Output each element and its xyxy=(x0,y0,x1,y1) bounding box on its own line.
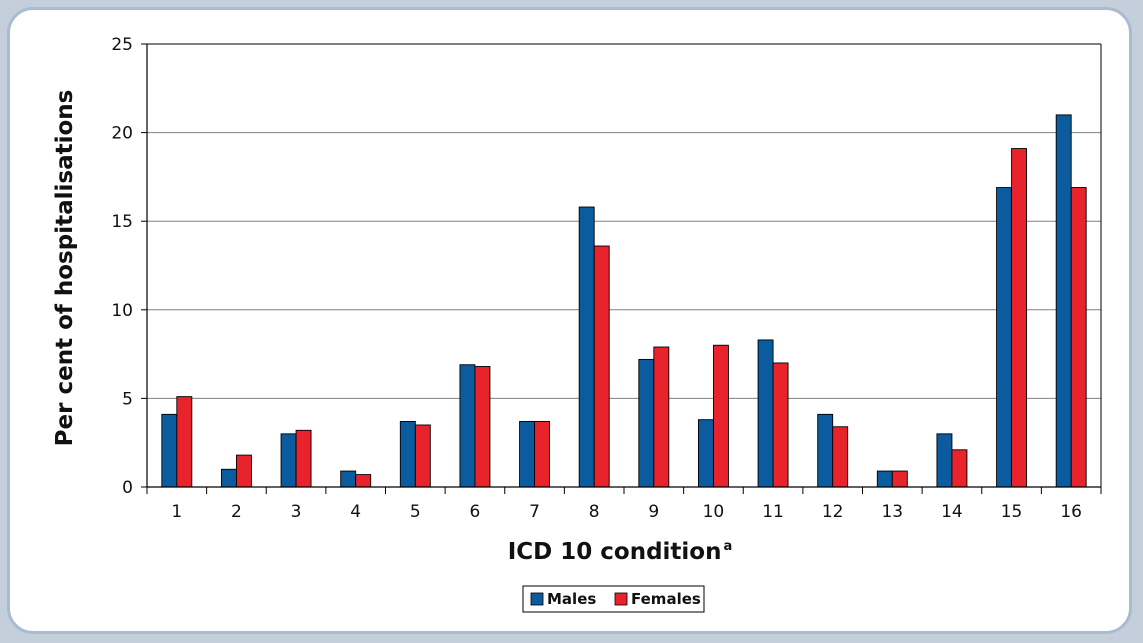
bar-females-9 xyxy=(653,346,670,488)
bar-females-13 xyxy=(891,470,908,488)
bar-males-6 xyxy=(459,364,476,488)
x-tick-label: 9 xyxy=(648,502,659,522)
legend-box xyxy=(522,585,705,613)
y-tick-label: 15 xyxy=(111,212,133,232)
y-axis-title: Per cent of hospitalisations xyxy=(52,90,78,447)
bar-females-11 xyxy=(772,362,789,488)
bar-males-14 xyxy=(936,433,953,488)
chart-frame xyxy=(7,7,1132,634)
x-tick-labels: 1 2 3 4 5 6 7 8 9 10 11 12 13 14 15 16 xyxy=(171,502,1082,522)
bar-females-6 xyxy=(474,366,491,488)
axes xyxy=(141,43,1102,494)
y-tick-labels: 0 5 10 15 20 25 xyxy=(111,35,133,498)
bar-females-4 xyxy=(355,474,372,488)
bar-males-10 xyxy=(697,419,714,488)
x-tick-label: 11 xyxy=(762,502,784,522)
y-tick-label: 10 xyxy=(111,301,133,321)
x-tick-label: 3 xyxy=(291,502,302,522)
bar-males-2 xyxy=(220,468,237,488)
bar-males-4 xyxy=(340,470,357,488)
bar-females-3 xyxy=(295,429,312,488)
bar-females-5 xyxy=(414,424,431,488)
x-tick-label: 5 xyxy=(410,502,421,522)
legend-swatch-females xyxy=(614,592,628,606)
bar-females-7 xyxy=(534,420,551,488)
legend-swatch-males xyxy=(530,592,544,606)
bar-males-13 xyxy=(876,470,893,488)
bar-males-16 xyxy=(1055,114,1072,488)
bar-males-5 xyxy=(399,420,416,488)
y-tick-label: 0 xyxy=(122,478,133,498)
x-tick-label: 15 xyxy=(1001,502,1023,522)
bar-females-1 xyxy=(176,396,193,488)
y-tick-label: 5 xyxy=(122,389,133,409)
x-tick-label: 1 xyxy=(171,502,182,522)
legend-label-males: Males xyxy=(547,590,596,608)
bar-females-10 xyxy=(712,344,729,488)
bar-males-7 xyxy=(519,420,536,488)
x-axis-title: ICD 10 condition a xyxy=(508,539,733,565)
x-tick-label: 14 xyxy=(941,502,963,522)
x-tick-label: 12 xyxy=(822,502,844,522)
x-tick-label: 6 xyxy=(470,502,481,522)
x-tick-label: 2 xyxy=(231,502,242,522)
bars xyxy=(161,114,1087,488)
x-tick-label: 10 xyxy=(703,502,725,522)
x-tick-label: 13 xyxy=(881,502,903,522)
bar-females-12 xyxy=(832,426,849,488)
bar-males-3 xyxy=(280,433,297,488)
gridlines xyxy=(147,43,1101,399)
x-tick-label: 4 xyxy=(350,502,361,522)
y-tick-label: 20 xyxy=(111,124,133,144)
legend-label-females: Females xyxy=(631,590,701,608)
x-axis-title-superscript: a xyxy=(723,539,732,554)
bar-males-9 xyxy=(638,358,655,488)
y-tick-label: 25 xyxy=(111,35,133,55)
bar-males-1 xyxy=(161,413,178,488)
bar-males-12 xyxy=(817,413,834,488)
x-tick-label: 7 xyxy=(529,502,540,522)
bar-males-11 xyxy=(757,339,774,488)
bar-males-8 xyxy=(578,206,595,488)
legend: Males Females xyxy=(522,585,705,613)
bar-males-15 xyxy=(996,187,1013,488)
bar-females-16 xyxy=(1070,187,1087,488)
x-tick-label: 8 xyxy=(589,502,600,522)
x-tick-label: 16 xyxy=(1060,502,1082,522)
bar-females-15 xyxy=(1011,148,1028,488)
bar-females-8 xyxy=(593,245,610,488)
x-axis-title-main: ICD 10 condition xyxy=(508,539,722,565)
bar-females-2 xyxy=(235,454,252,488)
bar-females-14 xyxy=(951,449,968,488)
